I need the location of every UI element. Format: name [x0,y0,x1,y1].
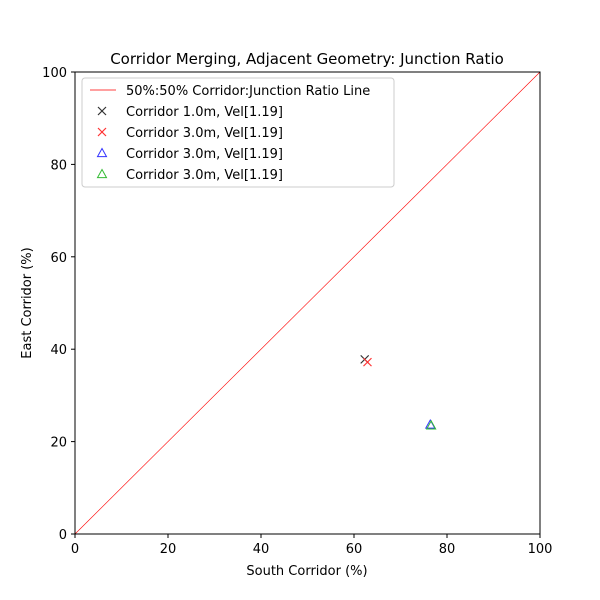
legend-entry: Corridor 3.0m, Vel[1.19] [96,168,283,183]
legend-entry: 50%:50% Corridor:Junction Ratio Line [90,84,370,99]
y-tick-label: 80 [50,158,67,173]
y-tick-label: 40 [50,343,67,358]
x-axis-label: South Corridor (%) [246,564,367,579]
y-axis-label: East Corridor (%) [20,247,35,358]
y-tick-label: 100 [42,66,67,81]
x-tick-label: 0 [71,542,79,557]
plot-frame [74,71,541,535]
axis-ticks: 0 20 40 60 80 100 0 20 40 60 80 100 [42,66,552,557]
legend-entry: Corridor 3.0m, Vel[1.19] [97,126,283,141]
legend-marker-swatch [96,168,108,179]
legend-marker-swatch [97,106,107,116]
plot-area [74,71,541,535]
legend-label: 50%:50% Corridor:Junction Ratio Line [126,84,370,99]
legend-label: Corridor 3.0m, Vel[1.19] [126,168,283,183]
chart-title: Corridor Merging, Adjacent Geometry: Jun… [110,50,504,68]
legend: 50%:50% Corridor:Junction Ratio Line Corr… [81,77,395,188]
legend-marker-swatch [97,127,107,137]
data-point-series-3 [425,419,437,430]
y-tick-label: 60 [50,251,67,266]
data-point-series-1 [363,357,372,367]
x-tick-label: 80 [439,542,456,557]
legend-label: Corridor 3.0m, Vel[1.19] [126,147,283,162]
legend-box [81,77,395,188]
reference-line [74,71,541,535]
legend-entry: Corridor 1.0m, Vel[1.19] [97,105,283,120]
x-tick-label: 100 [528,542,553,557]
legend-label: Corridor 1.0m, Vel[1.19] [126,105,283,120]
legend-label: Corridor 3.0m, Vel[1.19] [126,126,283,141]
x-tick-label: 60 [346,542,363,557]
legend-marker-swatch [96,147,108,158]
x-tick-label: 20 [160,542,177,557]
y-tick-label: 20 [50,436,67,451]
x-tick-label: 40 [253,542,270,557]
legend-entry: Corridor 3.0m, Vel[1.19] [96,147,283,162]
y-tick-label: 0 [59,528,67,543]
